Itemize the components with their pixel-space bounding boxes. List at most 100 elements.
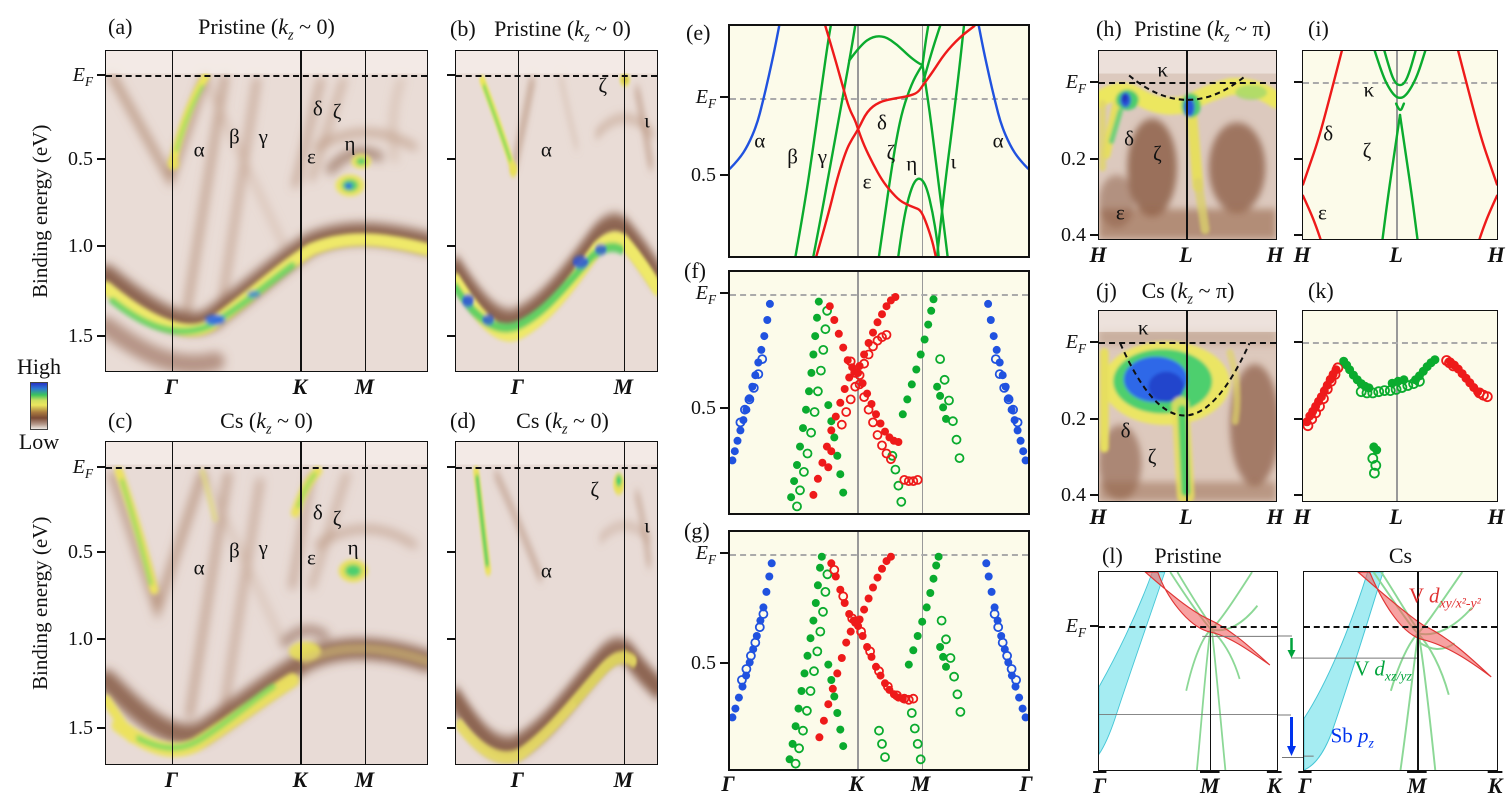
y-tick-label: 0.2 bbox=[1061, 147, 1086, 170]
x-axis-label: Γ bbox=[1093, 773, 1107, 798]
circle-element bbox=[846, 627, 855, 636]
y-tick-mark bbox=[1294, 340, 1302, 343]
circle-element bbox=[809, 616, 818, 625]
circle-element bbox=[833, 709, 842, 717]
band-label: ζ bbox=[332, 506, 342, 531]
ellipse-element bbox=[1208, 122, 1266, 213]
text-segment: F bbox=[1077, 340, 1086, 356]
circle-element bbox=[816, 365, 826, 376]
circle-element bbox=[924, 320, 933, 329]
circle-element bbox=[794, 704, 803, 713]
text-segment: Cs bbox=[1388, 543, 1413, 568]
circle-element bbox=[760, 332, 769, 341]
circle-element bbox=[759, 603, 768, 612]
band-curve-blue bbox=[730, 26, 779, 169]
circle-element bbox=[949, 671, 960, 682]
path-element bbox=[1193, 177, 1210, 235]
x-axis-label: Γ bbox=[1298, 773, 1312, 798]
path-element bbox=[1185, 101, 1204, 192]
circle-element bbox=[813, 474, 822, 483]
colorbar-low-label: Low bbox=[18, 429, 60, 454]
text-segment: Pristine ( bbox=[198, 14, 279, 39]
circle-element bbox=[1367, 387, 1379, 399]
circle-element bbox=[877, 440, 887, 451]
y-tick-mark bbox=[1090, 340, 1098, 343]
fermi-level-line bbox=[730, 553, 1028, 556]
band-label: η bbox=[347, 535, 359, 560]
circle-element bbox=[796, 442, 804, 451]
panel-tag-c: (c) bbox=[108, 408, 133, 433]
circle-element bbox=[762, 587, 771, 596]
circle-element bbox=[839, 343, 848, 352]
path-element bbox=[475, 474, 489, 568]
circle-element bbox=[984, 299, 993, 308]
circle-element bbox=[834, 329, 843, 338]
circle-element bbox=[750, 637, 761, 648]
band-label: ι bbox=[950, 149, 957, 174]
circle-element bbox=[765, 299, 774, 308]
circle-element bbox=[806, 634, 815, 643]
scatter-series-red-low bbox=[824, 447, 836, 472]
colorbar-high-label: High bbox=[17, 354, 61, 379]
y-tick-mark bbox=[447, 637, 455, 640]
panel-tag-j: (j) bbox=[1096, 278, 1117, 303]
path-element bbox=[174, 84, 205, 152]
circle-element bbox=[797, 687, 806, 695]
band-curve-green bbox=[879, 65, 923, 256]
scatter-series-green-v-open bbox=[874, 708, 926, 765]
circle-element bbox=[1021, 713, 1028, 722]
circle-element bbox=[869, 328, 877, 337]
y-tick-label: EF bbox=[31, 454, 93, 487]
arpes-map-c bbox=[106, 442, 427, 764]
scatter-series-red-m-open bbox=[899, 474, 923, 487]
y-tick-mark bbox=[1294, 80, 1302, 83]
y-tick-mark bbox=[97, 637, 105, 640]
band-label: ζ bbox=[886, 140, 896, 164]
circle-element bbox=[813, 581, 822, 590]
circle-element bbox=[790, 758, 801, 769]
bz-boundary-line bbox=[517, 51, 519, 371]
circle-element bbox=[873, 318, 882, 327]
circle-element bbox=[802, 405, 810, 414]
y-tick-mark bbox=[720, 661, 728, 664]
y-tick-mark bbox=[447, 551, 455, 554]
scatter-series-dirac-open bbox=[829, 565, 919, 705]
circle-element bbox=[904, 660, 913, 669]
circle-element bbox=[868, 417, 878, 428]
circle-element bbox=[730, 713, 737, 722]
band-label: α bbox=[193, 137, 205, 162]
y-tick-label: 1.5 bbox=[68, 325, 93, 348]
circle-element bbox=[984, 572, 993, 581]
band-label: η bbox=[906, 151, 918, 176]
ellipse-element bbox=[247, 290, 261, 299]
text-segment: E bbox=[72, 455, 85, 478]
circle-element bbox=[891, 293, 900, 301]
path-element bbox=[108, 73, 210, 188]
band-label: κ bbox=[1137, 315, 1149, 340]
panel-title-c: Cs (kz ~ 0) bbox=[105, 408, 428, 438]
path-element bbox=[1177, 405, 1191, 497]
circle-element bbox=[791, 722, 800, 731]
x-axis-label: M bbox=[613, 374, 634, 399]
circle-element bbox=[754, 358, 763, 367]
scatter-series-green-mid bbox=[824, 401, 848, 497]
y-tick-mark bbox=[1294, 494, 1302, 497]
x-axis-label: L bbox=[1179, 504, 1193, 529]
circle-element bbox=[894, 438, 903, 446]
path-element bbox=[106, 316, 225, 371]
band-label: ι bbox=[644, 513, 650, 538]
bz-boundary-line bbox=[1396, 51, 1398, 239]
x-axis-label: H bbox=[1487, 504, 1505, 529]
bz-boundary-line bbox=[364, 51, 367, 371]
circle-element bbox=[882, 681, 893, 692]
arpes-map-b bbox=[456, 51, 657, 371]
circle-element bbox=[942, 414, 950, 423]
circle-element bbox=[839, 488, 848, 497]
band-curve-green bbox=[796, 26, 831, 256]
ellipse-element bbox=[1148, 371, 1184, 403]
y-tick-label: EF bbox=[654, 84, 716, 117]
x-axis-label: H bbox=[1293, 504, 1311, 529]
circle-element bbox=[819, 716, 828, 725]
circle-element bbox=[952, 689, 963, 700]
